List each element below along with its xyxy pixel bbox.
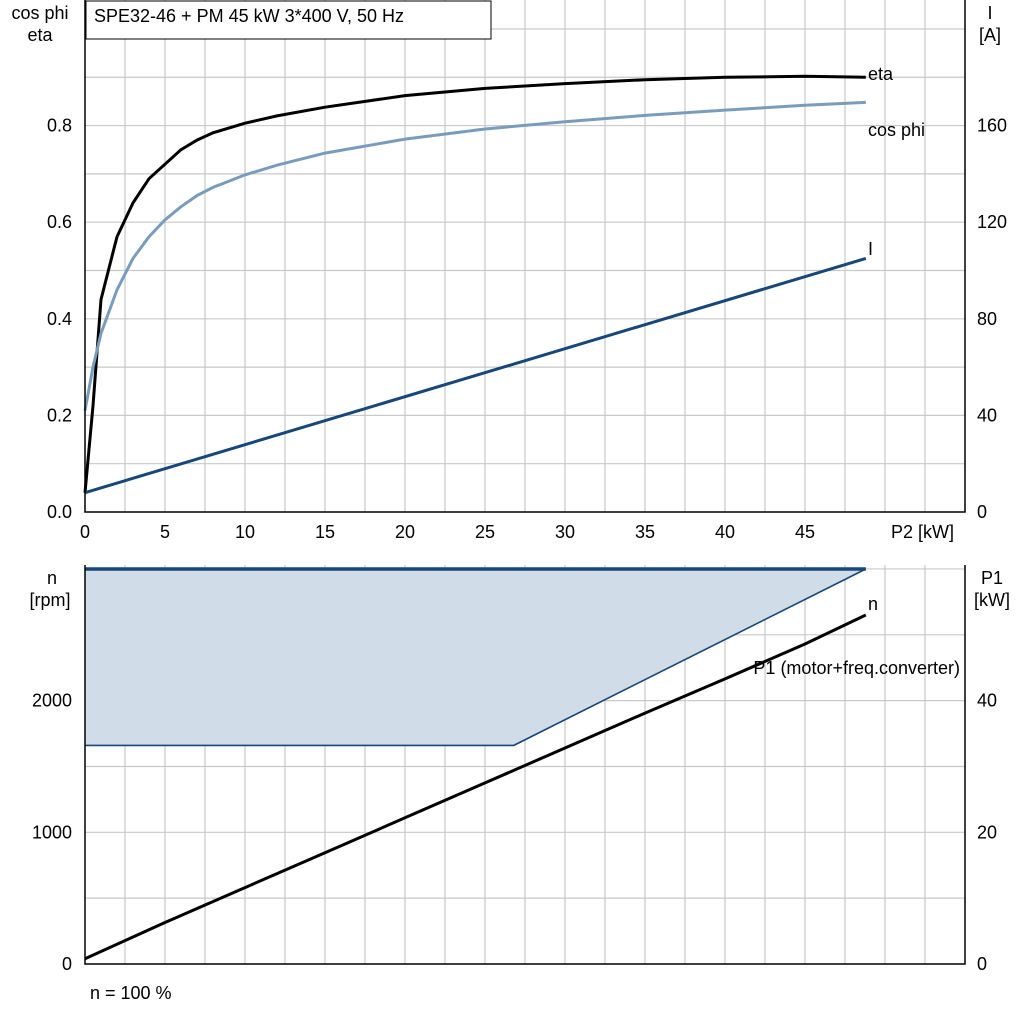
p1-series-label: P1 (motor+freq.converter) (753, 658, 960, 678)
top-x-tick-labels: 0 5 10 15 20 25 30 35 40 45 (80, 522, 815, 542)
current-axis-unit: [A] (979, 25, 1001, 45)
speed-footnote: n = 100 % (90, 983, 172, 1003)
bottom-right-tick-labels: 0 20 40 (977, 691, 997, 974)
top-x-tick-label: 10 (235, 522, 255, 542)
current-series-label: I (868, 239, 873, 259)
eta-series-line (83, 74, 866, 493)
top-left-tick-label: 0.8 (47, 116, 72, 136)
top-left-tick-label: 0.4 (47, 309, 72, 329)
current-axis-label: I (987, 3, 992, 23)
speed-axis-label: n (47, 568, 57, 588)
speed-lower-line (85, 568, 867, 747)
top-left-tick-label: 0.0 (47, 502, 72, 522)
top-left-tick-labels: 0.0 0.2 0.4 0.6 0.8 (47, 116, 72, 522)
top-right-tick-labels: 0 40 80 120 160 (977, 116, 1007, 522)
current-series-line (84, 256, 867, 495)
top-x-tick-label: 45 (795, 522, 815, 542)
top-x-tick-label: 20 (395, 522, 415, 542)
top-x-tick-label: 30 (555, 522, 575, 542)
top-x-tick-label: 15 (315, 522, 335, 542)
top-x-tick-label: 40 (715, 522, 735, 542)
top-right-tick-label: 0 (977, 502, 987, 522)
cos-phi-series-line (83, 100, 866, 411)
eta-series-label: eta (868, 64, 894, 84)
eta-axis-label: eta (27, 25, 53, 45)
bottom-left-tick-label: 1000 (32, 822, 72, 842)
bottom-right-tick-label: 20 (977, 822, 997, 842)
top-x-tick-label: 35 (635, 522, 655, 542)
bottom-right-tick-label: 40 (977, 691, 997, 711)
top-right-tick-label: 40 (977, 405, 997, 425)
top-chart-frame (84, 0, 966, 513)
p1-axis-unit: [kW] (974, 590, 1010, 610)
title-box (85, 0, 492, 40)
bottom-chart-frame (84, 565, 966, 965)
cosphi-axis-label: cos phi (11, 3, 68, 23)
top-x-tick-label: 25 (475, 522, 495, 542)
top-left-tick-label: 0.2 (47, 405, 72, 425)
top-right-tick-label: 80 (977, 309, 997, 329)
p1-series-line (84, 613, 867, 961)
speed-axis-unit: [rpm] (29, 590, 70, 610)
top-x-tick-label: 0 (80, 522, 90, 542)
bottom-left-tick-labels: 0 1000 2000 (32, 691, 72, 974)
bottom-left-tick-label: 2000 (32, 691, 72, 711)
top-x-axis-label: P2 [kW] (891, 522, 954, 542)
top-x-tick-label: 5 (160, 522, 170, 542)
chart-title: SPE32-46 + PM 45 kW 3*400 V, 50 Hz (94, 6, 404, 26)
p1-axis-label: P1 (981, 568, 1003, 588)
speed-series-label: n (868, 594, 878, 614)
bottom-right-tick-label: 0 (977, 954, 987, 974)
top-left-tick-label: 0.6 (47, 212, 72, 232)
top-chart-grid (85, 0, 965, 512)
top-right-tick-label: 120 (977, 212, 1007, 232)
cos-phi-series-label: cos phi (868, 120, 925, 140)
top-right-tick-label: 160 (977, 116, 1007, 136)
speed-range-area (85, 569, 866, 746)
bottom-left-tick-label: 0 (62, 954, 72, 974)
